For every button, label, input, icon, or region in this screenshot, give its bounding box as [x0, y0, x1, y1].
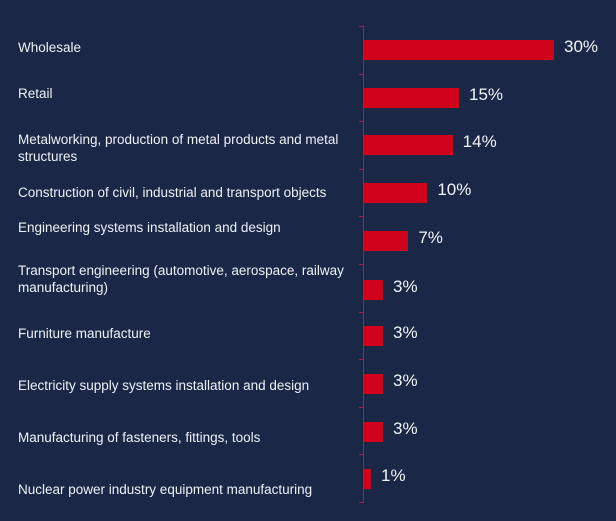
axis-tick [359, 406, 364, 408]
bar [364, 326, 383, 346]
bar [364, 88, 459, 108]
bar [364, 231, 409, 251]
value-label: 1% [381, 466, 406, 485]
value-label: 30% [564, 37, 599, 56]
category-label: Furniture manufacture [18, 326, 151, 341]
axis-tick [359, 121, 364, 123]
bar [364, 183, 428, 203]
axis-tick [359, 311, 364, 313]
axis-tick [359, 502, 364, 503]
category-label: Manufacturing of fasteners, fittings, to… [18, 430, 261, 445]
category-label: Retail [18, 86, 53, 101]
value-label: 3% [393, 371, 418, 390]
category-label: Wholesale [18, 40, 82, 55]
axis-tick [359, 216, 364, 218]
value-label: 15% [469, 85, 504, 104]
axis-tick [359, 264, 364, 265]
axis-tick [359, 168, 364, 170]
bar [364, 422, 383, 442]
bar [364, 40, 554, 60]
axis-tick [359, 454, 364, 456]
axis-tick [359, 73, 364, 75]
category-label: Transport engineering (automotive, aeros… [18, 263, 344, 295]
category-label: Construction of civil, industrial and tr… [18, 185, 327, 200]
value-label: 3% [393, 419, 418, 438]
value-label: 14% [462, 132, 497, 151]
axis-tick [359, 26, 364, 27]
bar [364, 135, 453, 155]
value-label: 10% [437, 180, 472, 199]
category-label: Engineering systems installation and des… [18, 220, 281, 235]
value-label: 3% [393, 277, 418, 296]
value-label: 7% [418, 228, 443, 247]
bar [364, 374, 383, 394]
category-label: Nuclear power industry equipment manufac… [18, 482, 313, 497]
category-label: Metalworking, production of metal produc… [18, 132, 339, 164]
bar [364, 469, 371, 489]
category-label: Electricity supply systems installation … [18, 378, 310, 393]
value-label: 3% [393, 323, 418, 342]
bar [364, 280, 383, 300]
axis-tick [359, 359, 364, 361]
